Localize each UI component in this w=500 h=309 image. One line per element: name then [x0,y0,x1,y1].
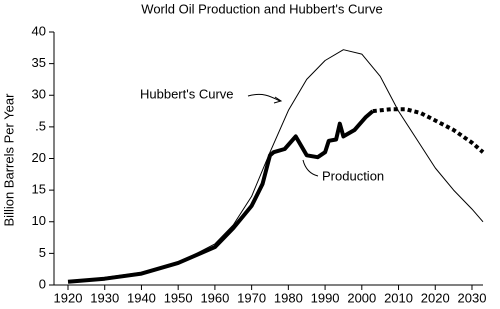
x-tick-label: 1930 [90,290,119,305]
y-tick-label: 20 [32,150,46,165]
y-tick-label: .5 [35,118,46,133]
y-tick-label: 0 [39,276,46,291]
x-tick-label: 1920 [54,290,83,305]
annotation-leader [302,159,319,177]
y-tick-label: 5 [39,245,46,260]
x-tick-label: 1940 [127,290,156,305]
y-tick-label: 30 [32,87,46,102]
y-tick-label: 15 [32,182,46,197]
x-tick-label: 1960 [200,290,229,305]
x-tick-label: 2030 [458,290,487,305]
annotation-arrowhead [273,96,283,104]
x-tick-label: 1990 [311,290,340,305]
x-tick-label: 2010 [384,290,413,305]
series-line [67,109,375,284]
y-tick-label: 10 [32,213,46,228]
annotation: Production [322,168,384,183]
y-tick-label: 35 [32,55,46,70]
series-line [67,49,484,283]
y-axis-label: Billion Barrels Per Year [1,93,16,227]
x-tick-label: 1970 [237,290,266,305]
x-tick-label: 1980 [274,290,303,305]
annotation-leader [247,93,281,102]
x-tick-label: 1950 [164,290,193,305]
chart-title: World Oil Production and Hubbert's Curve [141,1,382,16]
annotation: Hubbert's Curve [140,86,234,101]
x-tick-label: 2020 [421,290,450,305]
x-tick-label: 2000 [347,290,376,305]
series-line [372,107,485,154]
y-tick-label: 40 [32,23,46,38]
